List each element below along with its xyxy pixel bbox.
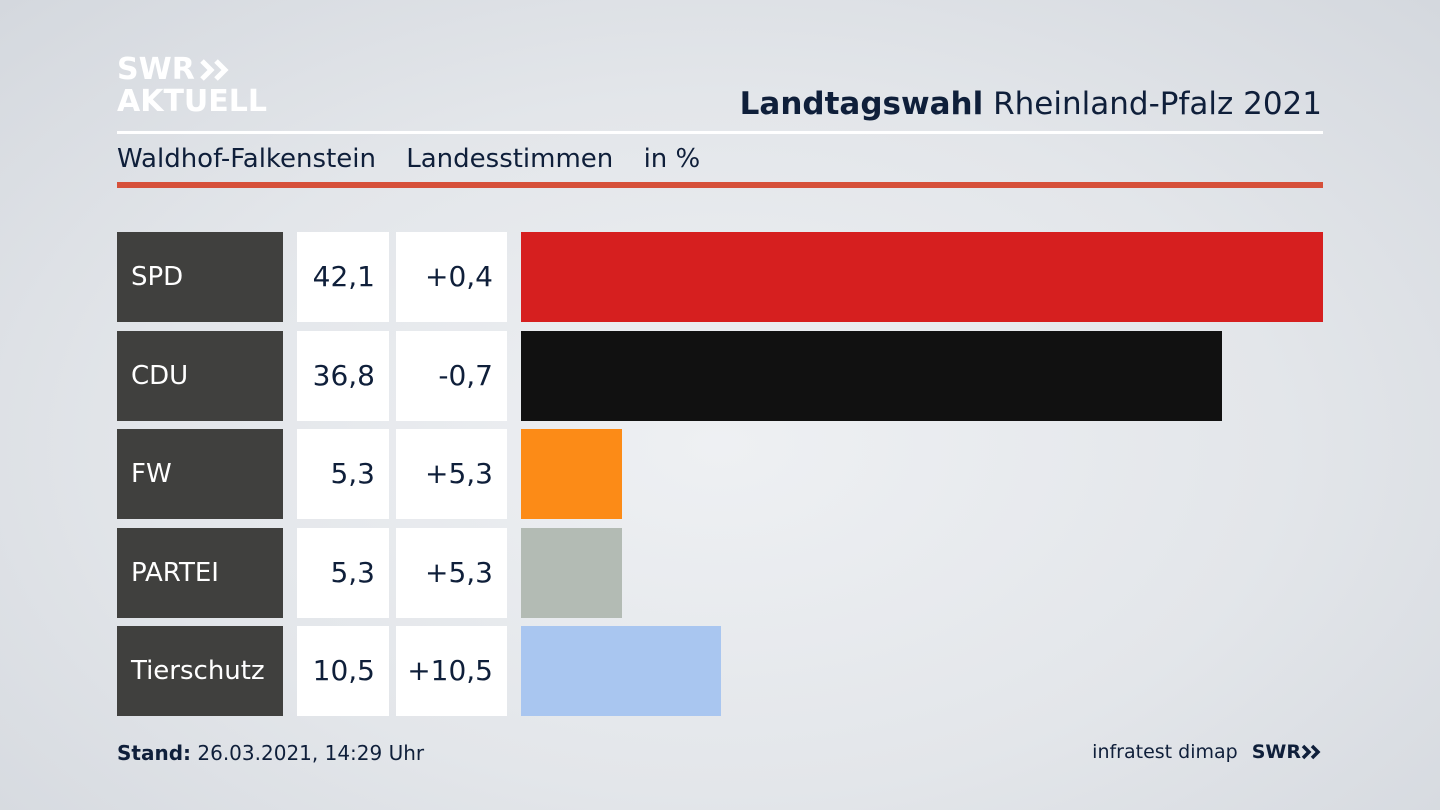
value-label: 5,3 (297, 429, 389, 519)
source-credit: infratest dimap SWR (1092, 741, 1323, 763)
diff-label: +5,3 (396, 429, 507, 519)
diff-label: +5,3 (396, 527, 507, 618)
stand-value: 26.03.2021, 14:29 Uhr (197, 741, 425, 765)
party-label: CDU (117, 330, 283, 421)
accent-divider (117, 182, 1323, 188)
party-label: SPD (117, 232, 283, 322)
timestamp: Stand: 26.03.2021, 14:29 Uhr (117, 741, 424, 765)
bar-partei (521, 527, 622, 618)
value-label: 10,5 (297, 626, 389, 716)
swr-aktuell-logo: SWR AKTUELL (117, 54, 267, 118)
bar-fw (521, 429, 622, 519)
bar-cdu (521, 330, 1222, 421)
page-title: Landtagswahl Rheinland-Pfalz 2021 (740, 86, 1322, 122)
unit-label: in % (643, 144, 701, 174)
party-label: FW (117, 429, 283, 519)
value-label: 36,8 (297, 330, 389, 421)
diff-label: -0,7 (396, 330, 507, 421)
header-divider (117, 131, 1323, 134)
source-label: infratest dimap (1092, 741, 1238, 763)
party-label: PARTEI (117, 527, 283, 618)
logo-line-2: AKTUELL (117, 84, 268, 119)
vote-type-label: Landesstimmen (406, 144, 614, 174)
party-label: Tierschutz (117, 626, 283, 716)
diff-label: +0,4 (396, 232, 507, 322)
value-label: 5,3 (297, 527, 389, 618)
chevrons-icon (1301, 744, 1321, 760)
bar-tierschutz (521, 626, 721, 716)
title-rest: Rheinland-Pfalz 2021 (993, 86, 1322, 122)
brand-label: SWR (1251, 741, 1301, 763)
title-bold: Landtagswahl (739, 86, 984, 122)
district-label: Waldhof-Falkenstein (117, 144, 376, 174)
logo-line-1: SWR (117, 52, 195, 87)
swr-brand: SWR (1252, 741, 1323, 763)
subtitle: Waldhof-Falkenstein Landesstimmen in % (117, 144, 722, 174)
chevrons-icon (200, 59, 229, 81)
stand-label: Stand: (117, 741, 192, 765)
bar-spd (521, 232, 1323, 322)
value-label: 42,1 (297, 232, 389, 322)
diff-label: +10,5 (396, 626, 507, 716)
